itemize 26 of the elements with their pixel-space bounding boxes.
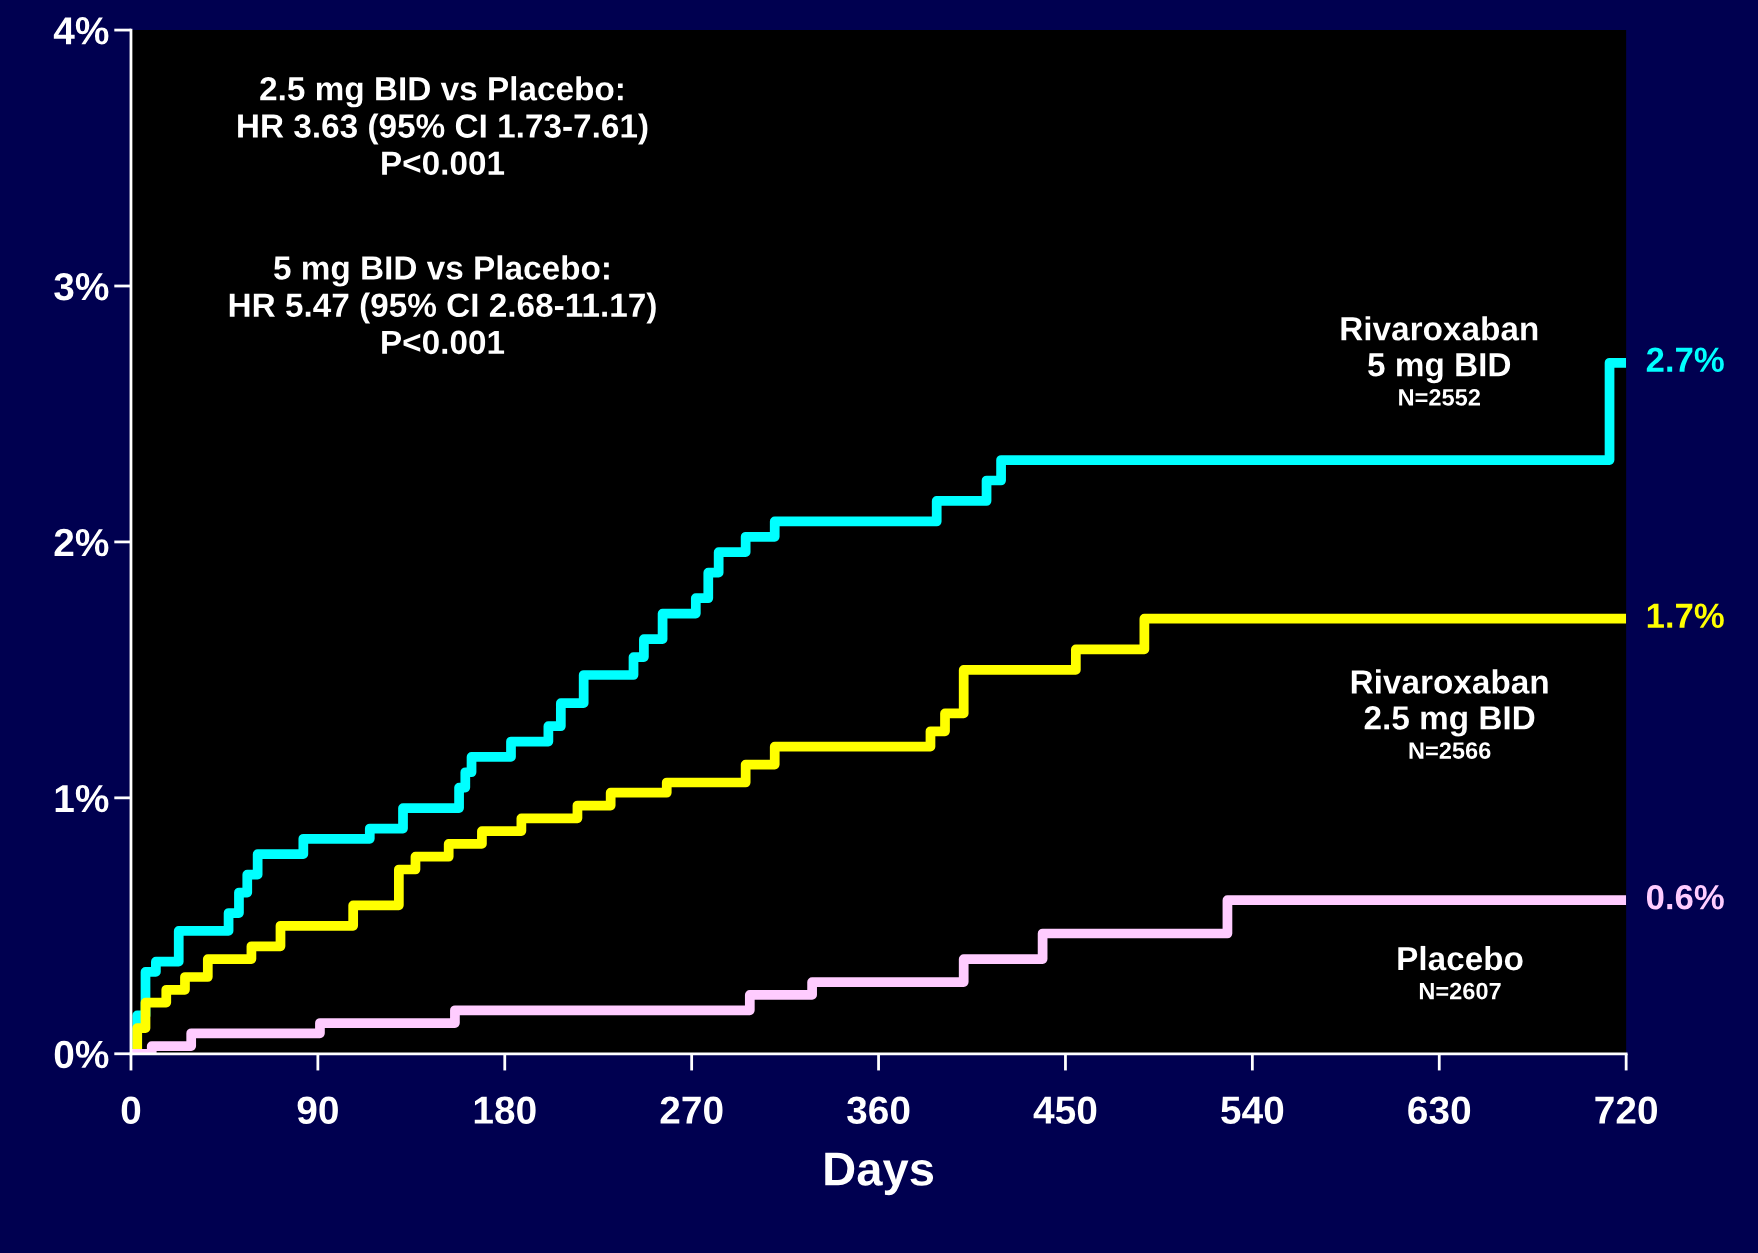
text: Rivaroxaban 5 mg BID: [1341, 316, 1538, 384]
x-tick-label: 270: [660, 1096, 723, 1124]
annotation: N=2607: [1419, 982, 1501, 1000]
series-label: Rivaroxaban 2.5 mg BID: [1351, 669, 1548, 737]
annotation: N=2566: [1409, 742, 1491, 759]
y-tick-label: 4%: [53, 17, 109, 45]
x-tick-label: 720: [1595, 1096, 1657, 1124]
x-tick-label: 180: [474, 1096, 536, 1124]
x-axis-title: Days: [825, 1152, 934, 1196]
text: 0.6%: [1646, 884, 1724, 910]
annotation: N=2552: [1399, 388, 1480, 406]
annotation: 5 mg BID vs Placebo: HR 5.47 (95% CI 2.68-11.17) P<0.001: [229, 255, 656, 355]
text: 1.7%: [1647, 603, 1724, 628]
text: 2.7%: [1646, 347, 1724, 373]
y-tick-label: 0%: [54, 1040, 109, 1069]
annotation: 2.5 mg BID vs Placebo: HR 3.63 (95% CI 1.73-7.61) P<0.001: [238, 76, 648, 175]
series-label: Placebo: [1398, 945, 1523, 971]
x-tick-label: 360: [847, 1096, 910, 1125]
x-tick-label: 630: [1408, 1096, 1471, 1125]
y-tick-label: 1%: [55, 784, 109, 813]
x-tick-label: 450: [1033, 1096, 1097, 1124]
y-tick-label: 3%: [54, 272, 109, 301]
y-tick-label: 2%: [54, 528, 109, 557]
x-tick-label: 90: [297, 1096, 338, 1124]
x-tick-label: 540: [1221, 1096, 1284, 1124]
x-tick-label: 0: [121, 1096, 141, 1124]
